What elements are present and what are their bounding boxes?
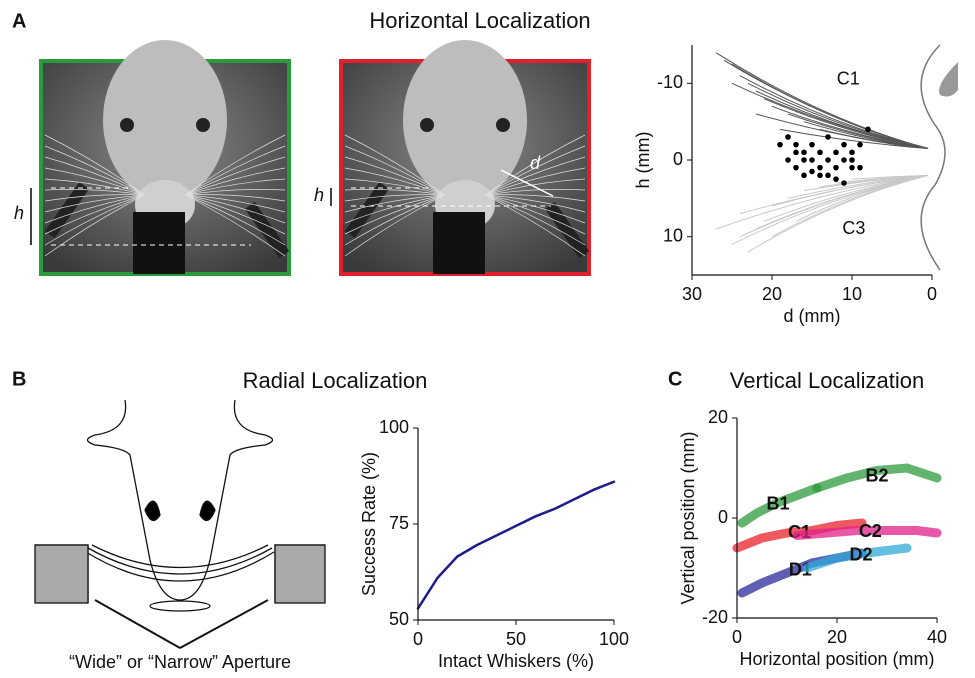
- point: [817, 173, 823, 179]
- x-tick-label: 100: [599, 629, 629, 649]
- x-tick-label: 0: [927, 284, 937, 304]
- point: [841, 157, 847, 163]
- point: [841, 142, 847, 148]
- x-tick-label: 50: [506, 629, 526, 649]
- point: [825, 173, 831, 179]
- figure: A B C Horizontal Localization Radial Loc…: [0, 0, 975, 678]
- series-label: B2: [865, 465, 888, 485]
- point: [793, 165, 799, 171]
- point: [857, 165, 863, 171]
- point: [809, 142, 815, 148]
- x-tick-label: 10: [842, 284, 862, 304]
- panel-title: Horizontal Localization: [369, 8, 590, 33]
- chart-title: Vertical Localization: [730, 368, 924, 393]
- panel-label: C: [668, 368, 682, 390]
- series-label: C2: [859, 521, 882, 541]
- aperture-label: “Wide” or “Narrow” Aperture: [69, 652, 291, 672]
- photo-label: h: [314, 185, 324, 205]
- x-axis-label: Intact Whiskers (%): [438, 651, 594, 671]
- point: [785, 157, 791, 163]
- point: [785, 134, 791, 140]
- point: [801, 157, 807, 163]
- point: [857, 142, 863, 148]
- point: [849, 157, 855, 163]
- point: [793, 142, 799, 148]
- series-line: [418, 482, 614, 609]
- whisker-label: C3: [842, 218, 865, 238]
- point: [817, 165, 823, 171]
- whisker: [716, 53, 928, 149]
- y-tick-label: 0: [718, 507, 728, 527]
- x-tick-label: 30: [682, 284, 702, 304]
- point: [793, 150, 799, 156]
- point: [833, 176, 839, 182]
- ear: [939, 62, 958, 97]
- point: [777, 142, 783, 148]
- point: [825, 157, 831, 163]
- axis-line: [737, 418, 937, 618]
- point: [801, 173, 807, 179]
- x-axis-label: Horizontal position (mm): [739, 649, 934, 669]
- panel-title: Radial Localization: [243, 368, 428, 393]
- rat-eye: [496, 118, 510, 132]
- point: [849, 150, 855, 156]
- whisker: [748, 175, 928, 252]
- rat-eye: [120, 118, 134, 132]
- y-tick-label: 100: [379, 417, 409, 437]
- x-tick-label: 0: [732, 627, 742, 647]
- y-tick-label: 10: [663, 225, 683, 245]
- x-tick-label: 40: [927, 627, 947, 647]
- series-label: D2: [849, 544, 872, 564]
- post: [433, 212, 485, 274]
- series-label: B1: [766, 493, 789, 513]
- y-tick-label: -10: [657, 72, 683, 92]
- axis-line: [418, 428, 614, 620]
- x-tick-label: 0: [413, 629, 423, 649]
- point: [801, 150, 807, 156]
- photo-label: h: [14, 203, 24, 223]
- rat-diagram: [35, 400, 325, 648]
- point: [833, 165, 839, 171]
- y-tick-label: 75: [389, 513, 409, 533]
- point: [833, 150, 839, 156]
- point: [865, 127, 871, 133]
- x-tick-label: 20: [827, 627, 847, 647]
- y-tick-label: -20: [702, 607, 728, 627]
- rat-head: [103, 40, 227, 200]
- point: [809, 169, 815, 175]
- face-outline: [921, 45, 945, 270]
- panel-label: A: [12, 10, 26, 32]
- y-tick-label: 20: [708, 407, 728, 427]
- rat-eye: [196, 118, 210, 132]
- point: [825, 134, 831, 140]
- y-axis-label: Success Rate (%): [359, 452, 379, 596]
- y-axis-label: Vertical position (mm): [678, 431, 698, 604]
- whisker: [740, 76, 928, 149]
- point: [817, 150, 823, 156]
- point: [849, 165, 855, 171]
- photos: [31, 40, 589, 274]
- y-axis-label: h (mm): [633, 132, 653, 189]
- rat-head: [403, 40, 527, 200]
- point: [809, 157, 815, 163]
- photo-label: d: [530, 153, 541, 173]
- point: [841, 180, 847, 186]
- panel-label: B: [12, 368, 26, 390]
- y-tick-label: 0: [673, 149, 683, 169]
- x-axis-label: d (mm): [784, 306, 841, 326]
- post: [133, 212, 185, 274]
- whisker-label: C1: [837, 68, 860, 88]
- x-tick-label: 20: [762, 284, 782, 304]
- y-tick-label: 50: [389, 609, 409, 629]
- rat-eye: [420, 118, 434, 132]
